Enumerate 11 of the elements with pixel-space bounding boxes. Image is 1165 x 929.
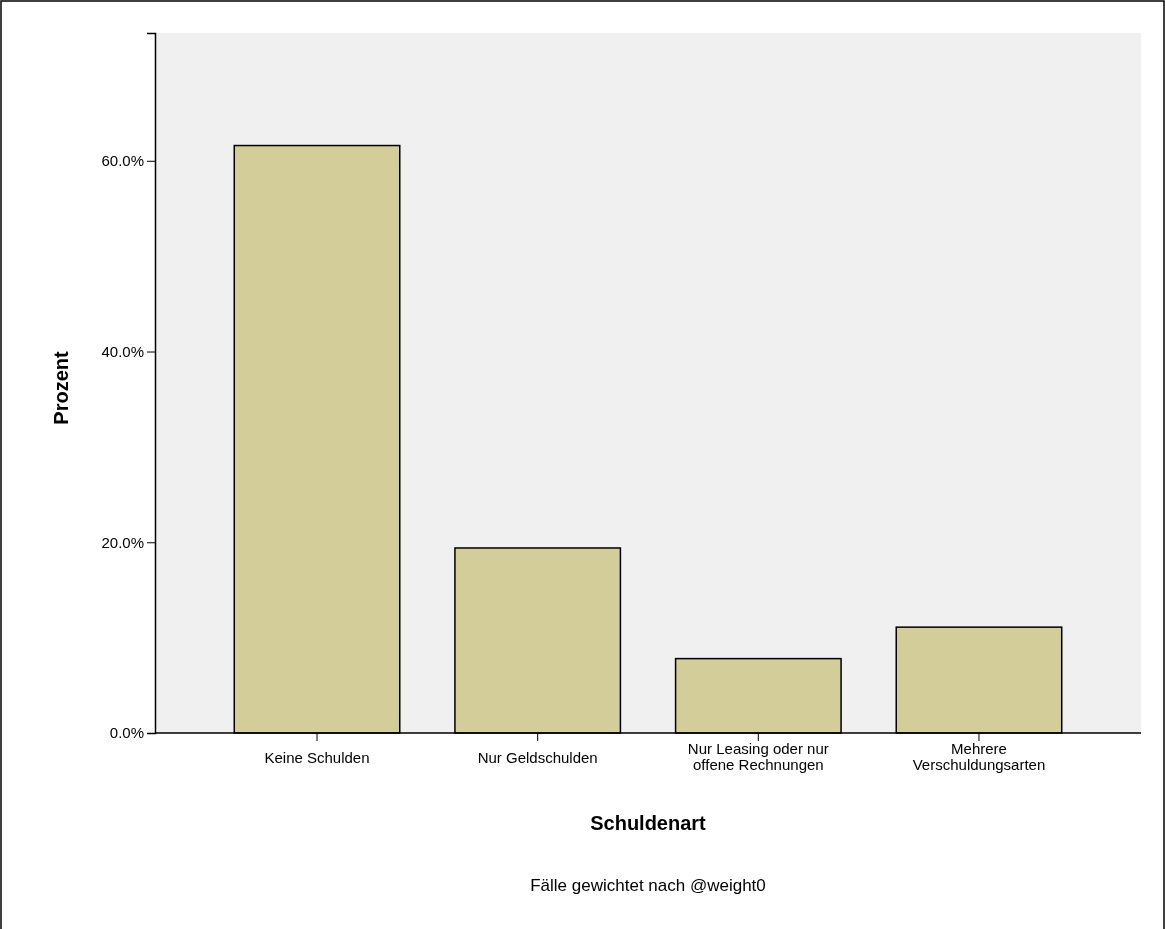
text: Fälle gewichtet nach @weight0 — [530, 876, 766, 895]
y-tick-label: 60.0% — [101, 152, 144, 170]
y-tick-label: 20.0% — [101, 533, 144, 551]
y-tick-label: 40.0% — [101, 342, 144, 360]
x-tick-label: Keine Schulden — [264, 749, 370, 766]
y-tick-label: 0.0% — [109, 724, 144, 742]
x-tick-label: Nur Geldschulden — [477, 749, 598, 766]
y-axis-title: Prozent — [50, 350, 72, 425]
x-axis-title: Schuldenart — [590, 812, 707, 834]
x-tick-label: Mehrere Verschuldungsarten — [912, 740, 1046, 773]
x-tick-label: Nur Leasing oder nur offene Rechnungen — [687, 740, 829, 773]
